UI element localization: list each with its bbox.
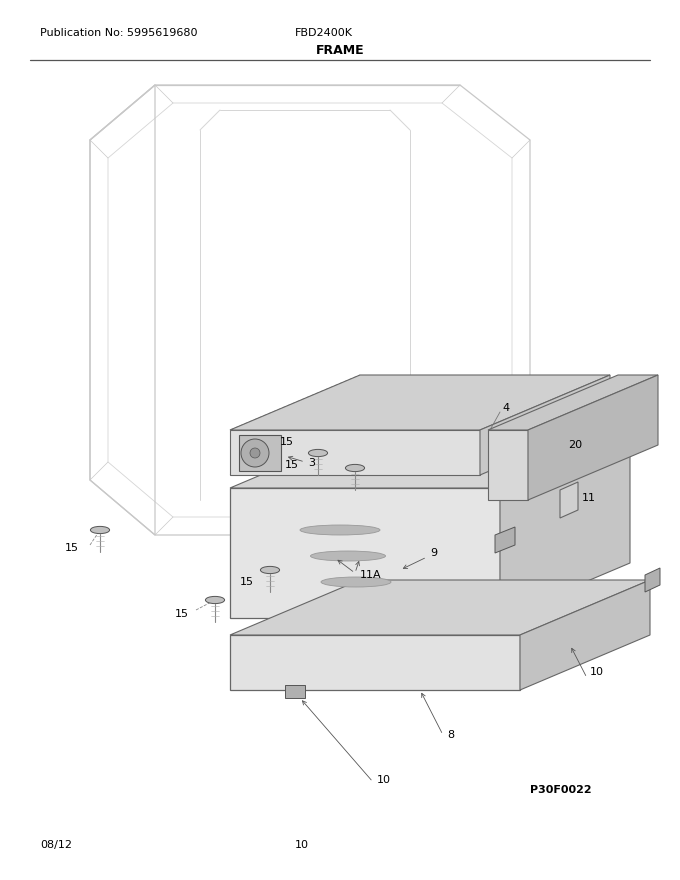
Text: 11: 11 <box>582 493 596 503</box>
Polygon shape <box>560 482 578 518</box>
Text: 8: 8 <box>447 730 454 740</box>
Polygon shape <box>488 430 528 500</box>
Polygon shape <box>500 433 630 618</box>
Text: FBD2400K: FBD2400K <box>295 28 353 38</box>
Text: 4: 4 <box>502 403 509 413</box>
Text: FRAME: FRAME <box>316 43 364 56</box>
Polygon shape <box>230 430 480 475</box>
Circle shape <box>241 439 269 467</box>
Polygon shape <box>230 488 500 618</box>
Polygon shape <box>645 568 660 592</box>
Text: 15: 15 <box>175 609 189 619</box>
Text: 08/12: 08/12 <box>40 840 72 850</box>
Polygon shape <box>239 435 281 471</box>
Text: 15: 15 <box>240 577 254 587</box>
Ellipse shape <box>205 597 224 604</box>
Ellipse shape <box>309 450 328 457</box>
Ellipse shape <box>260 567 279 574</box>
Circle shape <box>250 448 260 458</box>
Polygon shape <box>230 580 650 635</box>
Text: 3: 3 <box>308 458 315 468</box>
Polygon shape <box>480 375 610 475</box>
Text: 10: 10 <box>295 840 309 850</box>
Polygon shape <box>488 375 658 430</box>
Ellipse shape <box>321 577 391 587</box>
Text: 9: 9 <box>430 548 437 558</box>
Text: 10: 10 <box>377 775 391 785</box>
Text: 15: 15 <box>285 460 299 470</box>
Polygon shape <box>285 685 305 698</box>
Ellipse shape <box>90 526 109 533</box>
Ellipse shape <box>300 525 380 535</box>
Text: P30F0022: P30F0022 <box>530 785 592 795</box>
Polygon shape <box>230 635 520 690</box>
Text: Publication No: 5995619680: Publication No: 5995619680 <box>40 28 197 38</box>
Polygon shape <box>230 375 610 430</box>
Text: 15: 15 <box>65 543 79 553</box>
Text: 15: 15 <box>280 437 294 447</box>
Text: 10: 10 <box>590 667 604 677</box>
Ellipse shape <box>345 465 364 472</box>
Polygon shape <box>230 433 630 488</box>
Polygon shape <box>520 580 650 690</box>
Text: 20: 20 <box>568 440 582 450</box>
Polygon shape <box>528 375 658 500</box>
Polygon shape <box>495 527 515 553</box>
Text: 11A: 11A <box>360 570 381 580</box>
Ellipse shape <box>311 551 386 561</box>
